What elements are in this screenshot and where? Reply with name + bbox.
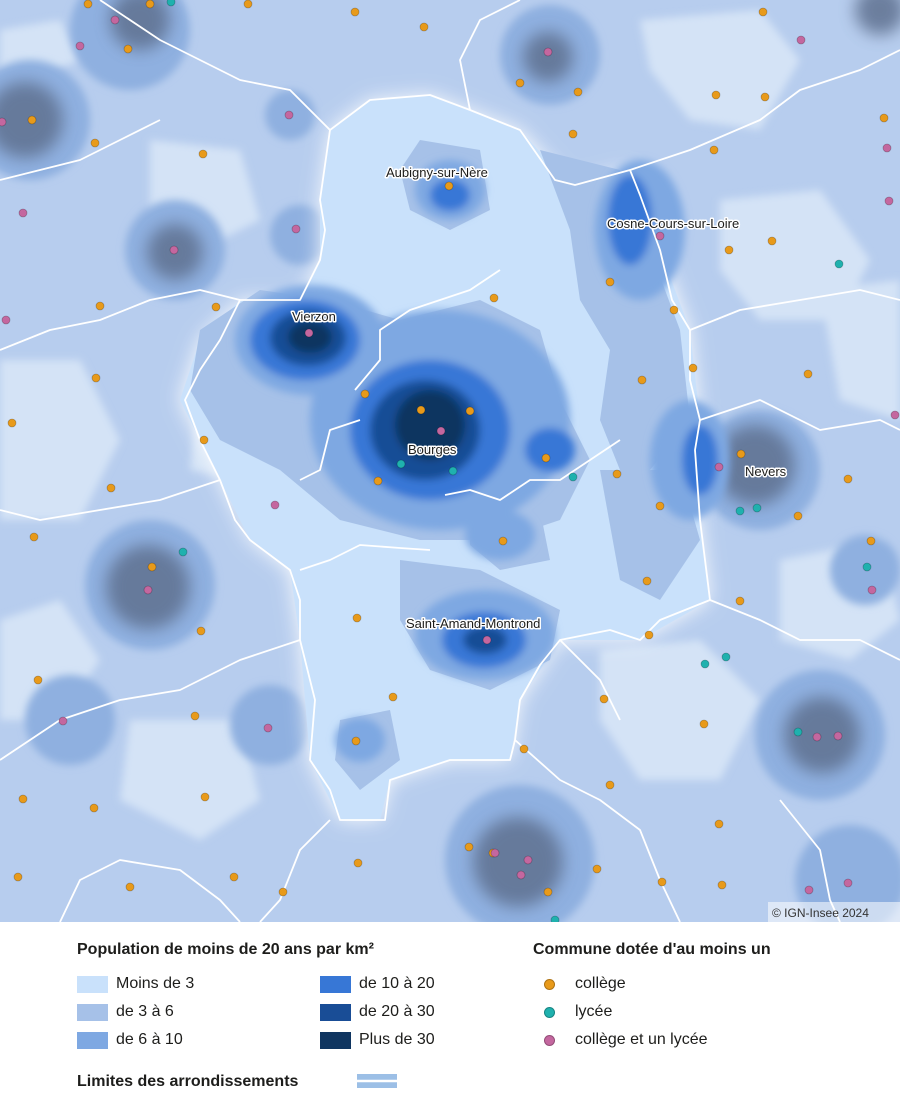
- legend-class-3: de 6 à 10: [77, 1031, 183, 1049]
- legend-lycee: lycée: [533, 1003, 612, 1021]
- city-label-cosne: Cosne-Cours-sur-Loire: [607, 216, 739, 231]
- density-map: Aubigny-sur-Nère Cosne-Cours-sur-Loire V…: [0, 0, 900, 922]
- legend-lycee-label: lycée: [575, 1003, 613, 1020]
- legend-class-4: de 10 à 20: [320, 975, 435, 993]
- legend-class-1-label: Moins de 3: [116, 975, 195, 992]
- map-legend: Population de moins de 20 ans par km² Mo…: [0, 922, 900, 1106]
- legend-college: collège: [533, 975, 626, 993]
- college-dot-icon: [544, 978, 555, 990]
- map-canvas: Aubigny-sur-Nère Cosne-Cours-sur-Loire V…: [0, 0, 900, 922]
- legend-class-6-label: Plus de 30: [359, 1031, 435, 1048]
- legend-class-5: de 20 à 30: [320, 1003, 435, 1021]
- legend-class-3-label: de 6 à 10: [116, 1031, 183, 1048]
- college-lycee-markers: [0, 15, 900, 895]
- city-label-aubigny: Aubigny-sur-Nère: [386, 165, 488, 180]
- swatch-class-4: [320, 975, 351, 993]
- copyright-notice: © IGN-Insee 2024: [772, 906, 869, 920]
- legend-college-lycee: collège et un lycée: [533, 1031, 708, 1049]
- school-legend-title: Commune dotée d'au moins un: [533, 941, 771, 958]
- swatch-class-5: [320, 1003, 351, 1021]
- city-label-bourges: Bourges: [408, 442, 457, 457]
- legend-class-2-label: de 3 à 6: [116, 1003, 174, 1020]
- density-legend-title: Population de moins de 20 ans par km²: [77, 941, 374, 958]
- outside-light-areas: [0, 10, 900, 840]
- boundary-line-icon: [357, 1074, 397, 1088]
- swatch-class-6: [320, 1031, 351, 1049]
- city-labels: Aubigny-sur-Nère Cosne-Cours-sur-Loire V…: [291, 164, 789, 633]
- swatch-class-1: [77, 975, 108, 993]
- school-markers: [0, 0, 900, 922]
- legend-class-6: Plus de 30: [320, 1031, 435, 1049]
- legend-class-5-label: de 20 à 30: [359, 1003, 435, 1020]
- legend-class-1: Moins de 3: [77, 975, 194, 993]
- legend-college-label: collège: [575, 975, 626, 992]
- legend-class-2: de 3 à 6: [77, 1003, 174, 1021]
- swatch-class-2: [77, 1003, 108, 1021]
- legend-college-lycee-label: collège et un lycée: [575, 1031, 708, 1048]
- outside-dense-cores: [0, 0, 900, 907]
- college-lycee-dot-icon: [544, 1034, 555, 1046]
- lycee-dot-icon: [544, 1006, 555, 1018]
- city-label-nevers: Nevers: [745, 464, 787, 479]
- swatch-class-3: [77, 1031, 108, 1049]
- arrondissement-boundaries: [0, 0, 900, 922]
- legend-class-4-label: de 10 à 20: [359, 975, 435, 992]
- city-label-saint-amand: Saint-Amand-Montrond: [406, 616, 540, 631]
- city-label-vierzon: Vierzon: [292, 309, 336, 324]
- lycee-markers: [166, 0, 872, 922]
- college-markers: [7, 0, 889, 897]
- boundary-legend-title: Limites des arrondissements: [77, 1073, 299, 1090]
